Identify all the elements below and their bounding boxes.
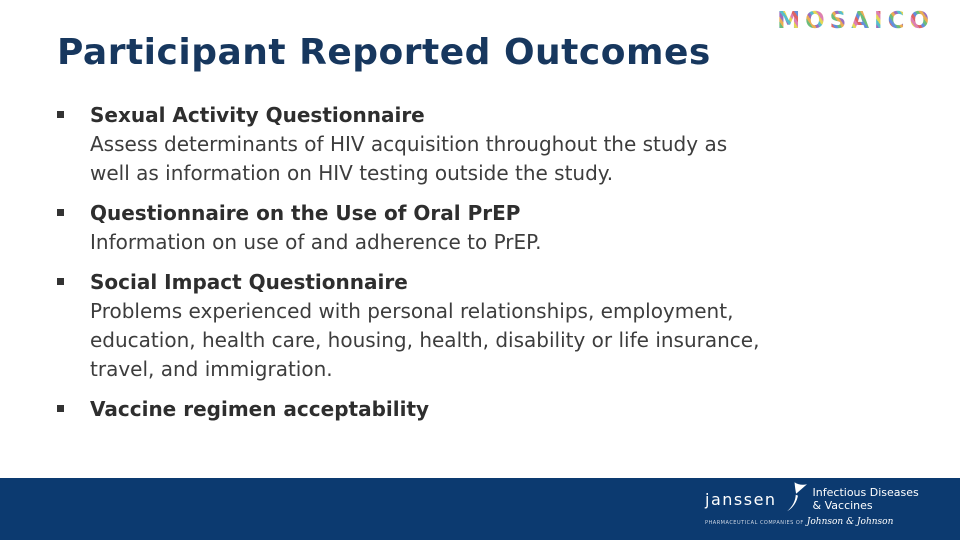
- bullet-item-vaccine-acceptability: Vaccine regimen acceptability: [57, 395, 930, 424]
- bullet-content: Questionnaire on the Use of Oral PrEP In…: [90, 199, 541, 257]
- johnson-and-johnson-script: Johnson & Johnson: [806, 517, 894, 527]
- bullet-body: Information on use of and adherence to P…: [90, 230, 542, 254]
- janssen-division-text: Infectious Diseases & Vaccines: [812, 486, 919, 512]
- janssen-flame-icon: [786, 482, 807, 512]
- janssen-tagline: PHARMACEUTICAL COMPANIES OF Johnson & Jo…: [705, 517, 919, 527]
- janssen-wordmark: janssen: [705, 489, 777, 509]
- bullet-title: Questionnaire on the Use of Oral PrEP: [90, 201, 521, 225]
- bullet-title: Sexual Activity Questionnaire: [90, 103, 425, 127]
- page-title: Participant Reported Outcomes: [57, 32, 711, 73]
- janssen-logo: janssen Infectious Diseases & Vaccines P…: [705, 482, 919, 527]
- bullet-body: Assess determinants of HIV acquisition t…: [90, 132, 728, 185]
- bullet-item-sexual-activity: Sexual Activity Questionnaire Assess det…: [57, 101, 930, 188]
- bullet-item-oral-prep: Questionnaire on the Use of Oral PrEP In…: [57, 199, 930, 257]
- janssen-logo-row: janssen Infectious Diseases & Vaccines: [705, 482, 919, 513]
- bullet-title: Vaccine regimen acceptability: [90, 397, 430, 421]
- mosaico-logo: MOSAICO: [777, 8, 934, 34]
- square-bullet-icon: [57, 209, 64, 216]
- footer-bar: janssen Infectious Diseases & Vaccines P…: [0, 478, 960, 540]
- square-bullet-icon: [57, 278, 64, 285]
- slide-content: Participant Reported Outcomes Sexual Act…: [57, 32, 930, 424]
- square-bullet-icon: [57, 405, 64, 412]
- tagline-caps-text: PHARMACEUTICAL COMPANIES OF: [705, 520, 804, 526]
- bullet-content: Social Impact Questionnaire Problems exp…: [90, 268, 759, 384]
- bullet-content: Vaccine regimen acceptability: [90, 395, 429, 424]
- bullet-content: Sexual Activity Questionnaire Assess det…: [90, 101, 727, 188]
- bullet-item-social-impact: Social Impact Questionnaire Problems exp…: [57, 268, 930, 384]
- square-bullet-icon: [57, 111, 64, 118]
- bullet-list: Sexual Activity Questionnaire Assess det…: [57, 101, 930, 424]
- bullet-body: Problems experienced with personal relat…: [90, 299, 760, 381]
- bullet-title: Social Impact Questionnaire: [90, 270, 408, 294]
